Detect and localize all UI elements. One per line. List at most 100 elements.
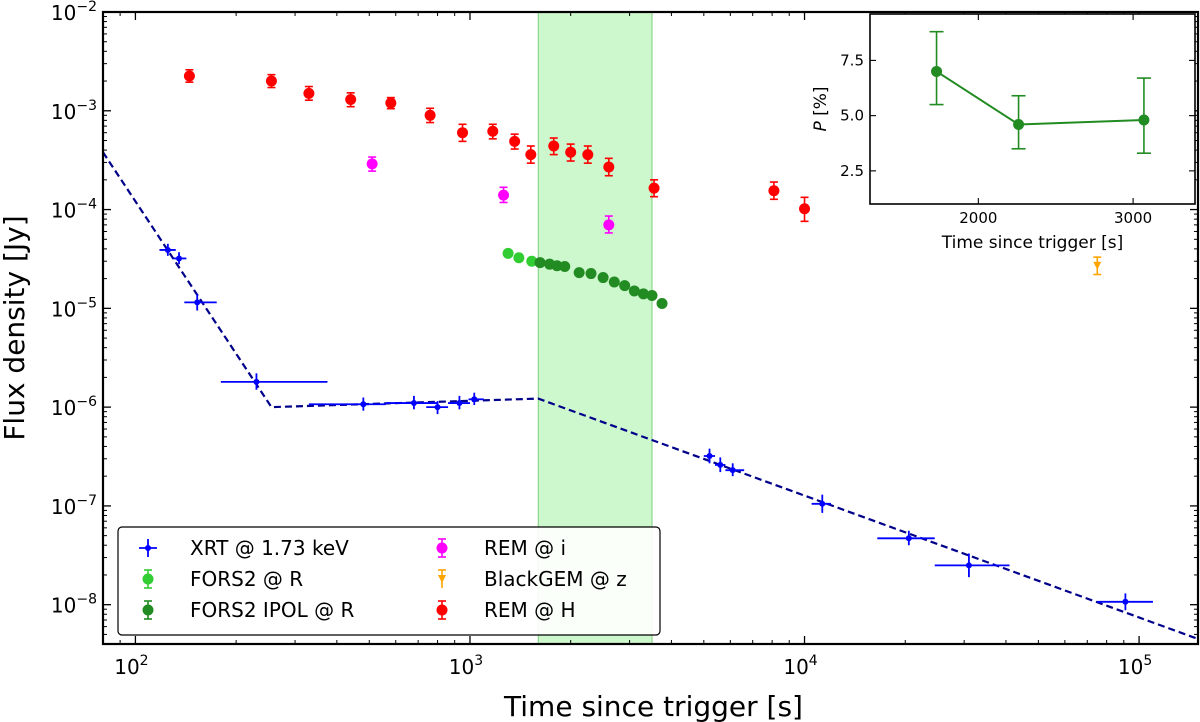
series-2-point	[619, 280, 631, 292]
series-1-point	[502, 247, 514, 259]
xrt-point	[729, 467, 736, 474]
series-5-point	[424, 109, 436, 121]
y-tick-label: 10−3	[51, 98, 97, 124]
legend-item: REM @ i	[436, 536, 566, 560]
series-3-point	[366, 158, 378, 170]
x-tick-exp: 4	[809, 653, 818, 669]
inset-y-tick-label: 2.5	[840, 162, 864, 180]
inset-frame	[869, 13, 1196, 205]
x-tick-exp: 2	[140, 653, 149, 669]
legend-label: REM @ i	[484, 536, 566, 560]
series-2-point	[608, 276, 620, 288]
series-5-point	[548, 140, 560, 152]
series-3-point	[498, 189, 510, 201]
inset-y-tick-label: 5.0	[840, 107, 864, 125]
series-2-point	[573, 267, 585, 279]
series-5-point	[648, 182, 660, 194]
y-tick-label: 10−6	[51, 394, 97, 420]
series-2-point	[597, 272, 609, 284]
y-tick-label: 10−4	[51, 197, 97, 223]
series-5-point	[457, 127, 469, 139]
y-tick-exp: −3	[76, 98, 97, 114]
series-5-point	[525, 149, 537, 161]
series-5-point	[768, 185, 780, 197]
legend: XRT @ 1.73 keV FORS2 @ R FORS2 IPOL @ R REM…	[117, 526, 661, 636]
inset-y-axis-title: P [%]	[811, 86, 831, 131]
series-0	[159, 243, 1153, 611]
x-tick-label: 102	[114, 653, 148, 679]
xrt-point	[410, 400, 417, 407]
inset-x-tick-label: 2000	[959, 209, 997, 227]
series-5-point	[385, 97, 397, 109]
blackgem-point	[1093, 261, 1102, 270]
data-layer	[159, 68, 1153, 611]
xrt-point	[717, 461, 724, 468]
series-5-point	[487, 125, 499, 137]
legend-marker	[438, 575, 446, 583]
xrt-point	[965, 562, 972, 569]
series-2	[534, 257, 668, 309]
xrt-point	[194, 299, 201, 306]
y-tick-exp: −4	[76, 197, 97, 213]
inset-y-tick-label: 7.5	[840, 51, 864, 69]
legend-box	[117, 526, 661, 636]
y-axis-title: Flux density [Jy]	[0, 215, 31, 440]
y-tick-label: 10−7	[51, 493, 97, 519]
series-2-point	[534, 257, 546, 269]
legend-item: BlackGEM @ z	[438, 567, 627, 591]
inset-x-axis-title: Time since trigger [s]	[941, 233, 1124, 253]
series-1	[502, 247, 538, 267]
series-2-point	[656, 297, 668, 309]
legend-marker	[436, 604, 448, 616]
y-tick-base: 10	[51, 495, 76, 519]
series-5-point	[265, 75, 277, 87]
y-tick-label: 10−2	[51, 0, 97, 25]
series-5-point	[565, 146, 577, 158]
inset-point	[1013, 118, 1025, 130]
y-tick-base: 10	[51, 297, 76, 321]
series-2-point	[628, 285, 640, 297]
series-4	[1093, 256, 1102, 276]
series-5-point	[603, 161, 615, 173]
x-tick-exp: 5	[1143, 653, 1152, 669]
series-5-point	[303, 87, 315, 99]
legend-label: BlackGEM @ z	[484, 567, 627, 591]
series-3	[366, 156, 615, 234]
inset-point	[931, 65, 943, 77]
inset-plot: 2000 3000 2.5 5.0 7.5 Time since trigger [s] P…	[811, 13, 1196, 253]
y-tick-base: 10	[51, 100, 76, 124]
series-5-point	[345, 94, 357, 106]
x-tick-label: 103	[449, 653, 483, 679]
xrt-point	[434, 404, 441, 411]
x-tick-base: 10	[783, 655, 808, 679]
xrt-point	[253, 378, 260, 385]
xrt-point	[1122, 598, 1129, 605]
series-2-point	[585, 268, 597, 280]
series-5-point	[799, 203, 811, 215]
xrt-point	[706, 453, 713, 460]
xrt-point	[456, 400, 463, 407]
x-tick-exp: 3	[474, 653, 483, 669]
x-tick-label: 104	[783, 653, 817, 679]
y-tick-exp: −6	[76, 394, 97, 410]
series-2-point	[646, 289, 658, 301]
series-5-point	[582, 149, 594, 161]
series-5-point	[183, 70, 195, 82]
xrt-point	[360, 401, 367, 408]
inset-x-tick-label: 3000	[1114, 209, 1152, 227]
y-tick-label: 10−5	[51, 295, 97, 321]
series-2-point	[559, 261, 571, 273]
x-tick-base: 10	[1118, 655, 1143, 679]
legend-marker	[142, 604, 154, 616]
x-tick-label: 105	[1118, 653, 1152, 679]
xrt-point	[164, 246, 171, 253]
xrt-point	[819, 500, 826, 507]
y-tick-base: 10	[51, 199, 76, 223]
legend-item: REM @ H	[436, 598, 576, 622]
y-tick-label: 10−8	[51, 592, 97, 618]
legend-label: XRT @ 1.73 keV	[190, 536, 349, 560]
y-tick-exp: −2	[76, 0, 97, 15]
legend-label: REM @ H	[484, 598, 576, 622]
legend-item: FORS2 @ R	[142, 567, 303, 591]
